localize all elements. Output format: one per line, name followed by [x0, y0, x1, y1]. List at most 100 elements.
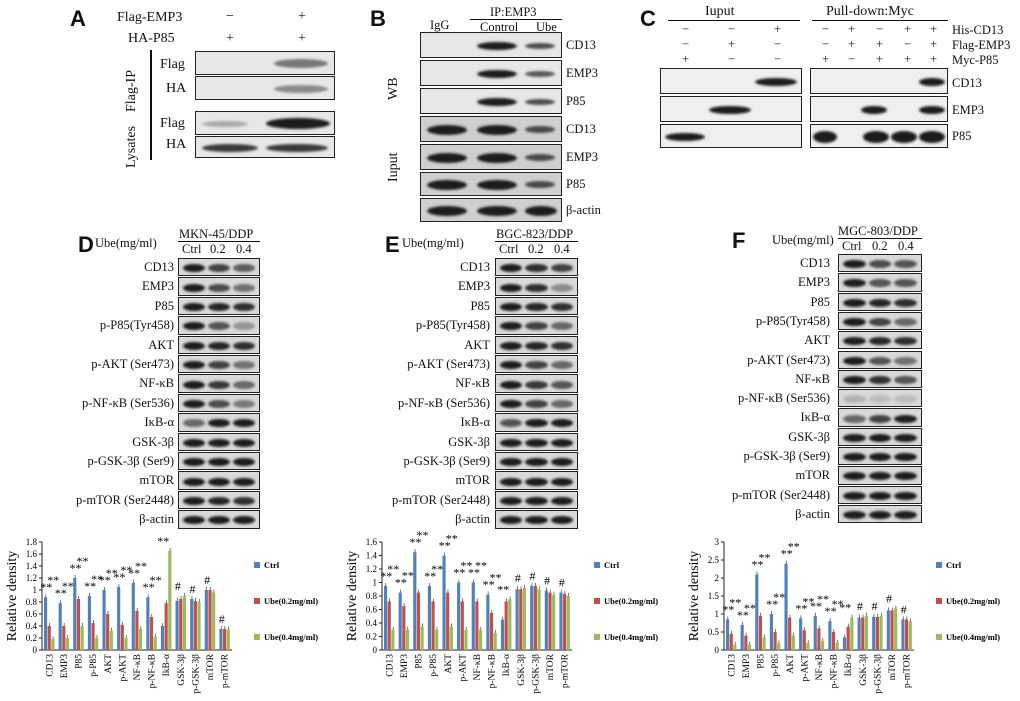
- significance-mark: **: [380, 569, 392, 583]
- bar-ctrl: [117, 587, 121, 650]
- bar-ctrl: [740, 624, 744, 650]
- blot-strip: [420, 172, 562, 196]
- y-tick-label: 3: [715, 537, 720, 547]
- category-label: p-GSK-3β: [873, 654, 883, 694]
- bar-ctrl: [515, 589, 519, 650]
- row-label: EMP3: [952, 103, 984, 117]
- bar-ctrl: [784, 563, 788, 650]
- significance-mark: **: [77, 554, 89, 568]
- blot-row-label: CD13: [144, 260, 174, 274]
- bar-ube02mgml: [861, 617, 865, 650]
- blot-strip: [838, 408, 922, 427]
- significance-mark: **: [106, 566, 118, 580]
- panel-letter-e: E: [385, 232, 400, 257]
- blot-row-label: p-GSK-3β (Ser9): [403, 454, 490, 468]
- mark: +: [298, 31, 306, 46]
- mark: +: [822, 52, 830, 66]
- blot-strip: [178, 335, 260, 354]
- blot-strip: [178, 374, 260, 393]
- row-label: HA: [166, 137, 187, 152]
- significance-mark: **: [47, 573, 59, 587]
- blot-strip: [838, 350, 922, 369]
- blot-row-label: IκB-α: [800, 410, 830, 425]
- bar-ctrl: [219, 629, 223, 650]
- bar-ctrl: [413, 552, 417, 650]
- bar-ube02mgml: [47, 626, 51, 650]
- panel-letter-a: A: [70, 6, 86, 31]
- header-label: Myc-P85: [952, 53, 999, 67]
- bar-ube04mgml: [894, 608, 898, 650]
- blot-strip: [420, 198, 562, 222]
- blot-row-label: p-P85(Tyr458): [755, 313, 830, 328]
- bar-ube02mgml: [533, 585, 537, 650]
- blot-row-label: p-mTOR (Ser2448): [731, 487, 830, 502]
- significance-mark: **: [832, 597, 844, 611]
- blot-row-label: mTOR: [795, 468, 831, 483]
- blot-row-label: p-mTOR (Ser2448): [75, 492, 174, 507]
- legend-label: Ube(0.2mg/ml): [604, 596, 658, 606]
- row-label: P85: [952, 129, 972, 143]
- header-line: [668, 20, 800, 22]
- category-label: p-P85: [429, 654, 439, 677]
- cell-line-label: MGC-803/DDP: [838, 224, 918, 238]
- category-label: EMP3: [400, 654, 410, 679]
- bar-ube04mgml: [391, 629, 395, 650]
- blot-row-label: AKT: [148, 337, 174, 352]
- category-label: p-GSK-3β: [191, 654, 201, 694]
- row-label: P85: [566, 94, 586, 108]
- bar-ube04mgml: [226, 629, 230, 650]
- significance-mark: **: [55, 586, 67, 600]
- blot-strip: [495, 510, 578, 529]
- row-label: EMP3: [566, 150, 598, 164]
- significance-mark: **: [410, 535, 422, 549]
- bar-ube04mgml: [479, 629, 483, 650]
- blot-row-label: NF-κB: [139, 376, 174, 391]
- category-label: IkB-α: [844, 654, 854, 676]
- category-label: p-P85: [89, 654, 99, 677]
- bar-ube04mgml: [212, 592, 216, 650]
- significance-mark: #: [559, 576, 565, 590]
- dose-label: 0.2: [528, 242, 544, 256]
- significance-mark: #: [175, 579, 181, 593]
- y-tick-label: 1.2: [366, 564, 377, 574]
- blot-row-label: β-actin: [795, 506, 830, 521]
- legend-label: Ube(0.4mg/ml): [264, 632, 318, 642]
- bar-ube04mgml: [733, 644, 737, 650]
- category-label: P85: [415, 654, 425, 669]
- bar-ube04mgml: [835, 642, 839, 650]
- bar-ube04mgml: [168, 551, 172, 650]
- mark: +: [848, 37, 856, 51]
- legend-label: Ctrl: [604, 560, 620, 570]
- significance-mark: **: [99, 573, 111, 587]
- significance-mark: **: [722, 602, 734, 616]
- blot-strip: [495, 471, 578, 490]
- row-label: Flag: [160, 57, 185, 72]
- y-tick-label: 2: [715, 573, 720, 583]
- blot-strip: [810, 68, 948, 94]
- blot-strip: [838, 273, 922, 292]
- mark: −: [774, 52, 782, 66]
- blot-row-label: NF-κB: [455, 376, 490, 391]
- bar-ube02mgml: [179, 599, 183, 650]
- blot-row-label: p-NF-κB (Ser536): [397, 395, 490, 410]
- blot-strip: [178, 355, 260, 374]
- cell-line-label: MKN-45/DDP: [179, 227, 254, 241]
- bar-ube02mgml: [431, 601, 435, 650]
- legend-swatch: [254, 634, 260, 640]
- blot-strip: [178, 316, 260, 335]
- bar-ube02mgml: [802, 630, 806, 650]
- bar-ctrl: [872, 616, 876, 650]
- input-title: Iuput: [705, 4, 735, 19]
- blot-row-label: P85: [154, 298, 174, 313]
- category-label: AKT: [786, 654, 796, 674]
- bar-ube02mgml: [387, 601, 391, 650]
- bar-ctrl: [160, 626, 165, 650]
- mark: −: [226, 9, 234, 24]
- blot-row-label: GSK-3β: [788, 429, 830, 444]
- bar-ube02mgml: [758, 615, 763, 650]
- bar-ctrl: [559, 592, 563, 650]
- significance-mark: **: [781, 547, 793, 561]
- significance-mark: **: [135, 559, 147, 573]
- blot-row-label: P85: [470, 298, 490, 313]
- flag-emp3-header: Flag-EMP3: [117, 10, 183, 25]
